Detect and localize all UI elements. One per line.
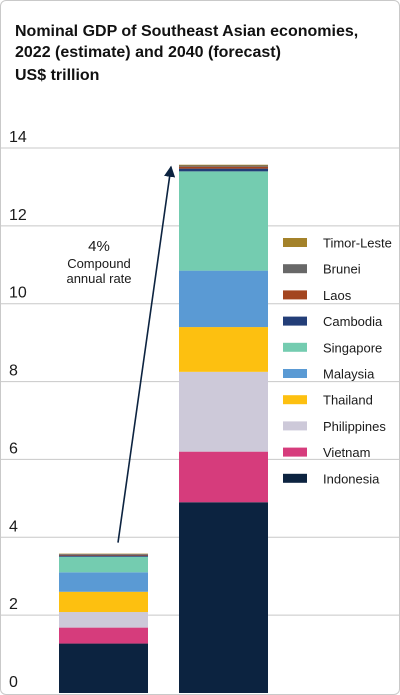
y-axis-ticks: 0 2 4 6 8 10 12 14: [9, 129, 27, 691]
growth-rate-value: 4%: [88, 238, 110, 255]
growth-arrow-icon: [117, 165, 176, 543]
bar-segment-philippines-2040: [179, 371, 268, 452]
legend-item-brunei: Brunei: [283, 262, 361, 277]
legend-item-indonesia: Indonesia: [283, 471, 380, 486]
y-tick-label: 10: [9, 285, 27, 302]
legend-item-timor-leste: Timor-Leste: [283, 236, 392, 251]
legend-label: Timor-Leste: [323, 236, 392, 251]
growth-rate-caption-2: annual rate: [66, 271, 131, 286]
bar-segment-malaysia-2040: [179, 270, 268, 328]
y-tick-label: 2: [9, 596, 18, 613]
legend-swatch: [283, 473, 307, 483]
legend-label: Singapore: [323, 340, 382, 355]
legend-item-malaysia: Malaysia: [283, 367, 375, 382]
chart-title: Nominal GDP of Southeast Asian economies…: [15, 23, 359, 61]
y-tick-label: 14: [9, 129, 27, 146]
bar-group-2022: [59, 553, 148, 693]
bar-segment-thailand-2022: [59, 591, 148, 613]
legend-item-thailand: Thailand: [283, 393, 373, 408]
bar-segment-cambodia-2040: [179, 168, 268, 172]
y-tick-label: 12: [9, 207, 27, 224]
legend-label: Thailand: [323, 393, 373, 408]
y-tick-label: 0: [9, 674, 18, 691]
bar-segment-singapore-2040: [179, 171, 268, 271]
growth-rate-caption-1: Compound: [67, 256, 131, 271]
legend-item-philippines: Philippines: [283, 419, 386, 434]
legend-label: Laos: [323, 288, 352, 303]
y-tick-label: 8: [9, 363, 18, 380]
legend-swatch: [283, 264, 307, 274]
legend-swatch: [283, 342, 307, 352]
y-tick-label: 6: [9, 440, 18, 457]
legend-swatch: [283, 290, 307, 300]
legend-label: Philippines: [323, 419, 386, 434]
legend-item-vietnam: Vietnam: [283, 445, 370, 460]
legend: Timor-Leste Brunei Laos Cambodia Singapore Ma…: [283, 236, 392, 486]
y-tick-label: 4: [9, 518, 18, 535]
legend-label: Cambodia: [323, 314, 383, 329]
bar-segment-laos-2040: [179, 166, 268, 169]
legend-swatch: [283, 238, 307, 247]
bar-segment-singapore-2022: [59, 556, 148, 573]
legend-swatch: [283, 447, 307, 457]
bar-segment-laos-2022: [59, 554, 148, 556]
bar-segment-brunei-2022: [59, 554, 148, 555]
bars: [59, 164, 268, 693]
bar-segment-cambodia-2022: [59, 555, 148, 557]
legend-item-laos: Laos: [283, 288, 352, 303]
legend-swatch: [283, 369, 307, 378]
legend-swatch: [283, 395, 307, 405]
legend-swatch: [283, 316, 307, 326]
legend-item-cambodia: Cambodia: [283, 314, 383, 329]
legend-label: Brunei: [323, 262, 361, 277]
bar-segment-indonesia-2040: [179, 502, 268, 693]
legend-label: Vietnam: [323, 445, 370, 460]
legend-swatch: [283, 421, 307, 431]
legend-item-singapore: Singapore: [283, 340, 382, 355]
bar-group-2040: [179, 164, 268, 693]
bar-segment-timor-leste-2040: [179, 164, 268, 166]
bar-segment-vietnam-2022: [59, 627, 148, 644]
growth-annotation: 4% Compound annual rate: [66, 165, 176, 543]
legend-label: Malaysia: [323, 367, 375, 382]
bar-segment-indonesia-2022: [59, 643, 148, 693]
bar-segment-vietnam-2040: [179, 451, 268, 503]
legend-label: Indonesia: [323, 471, 380, 486]
bar-segment-malaysia-2022: [59, 572, 148, 592]
bar-segment-philippines-2022: [59, 612, 148, 628]
bar-segment-thailand-2040: [179, 327, 268, 372]
chart-subtitle: US$ trillion: [15, 67, 100, 84]
bar-segment-brunei-2040: [179, 165, 268, 167]
